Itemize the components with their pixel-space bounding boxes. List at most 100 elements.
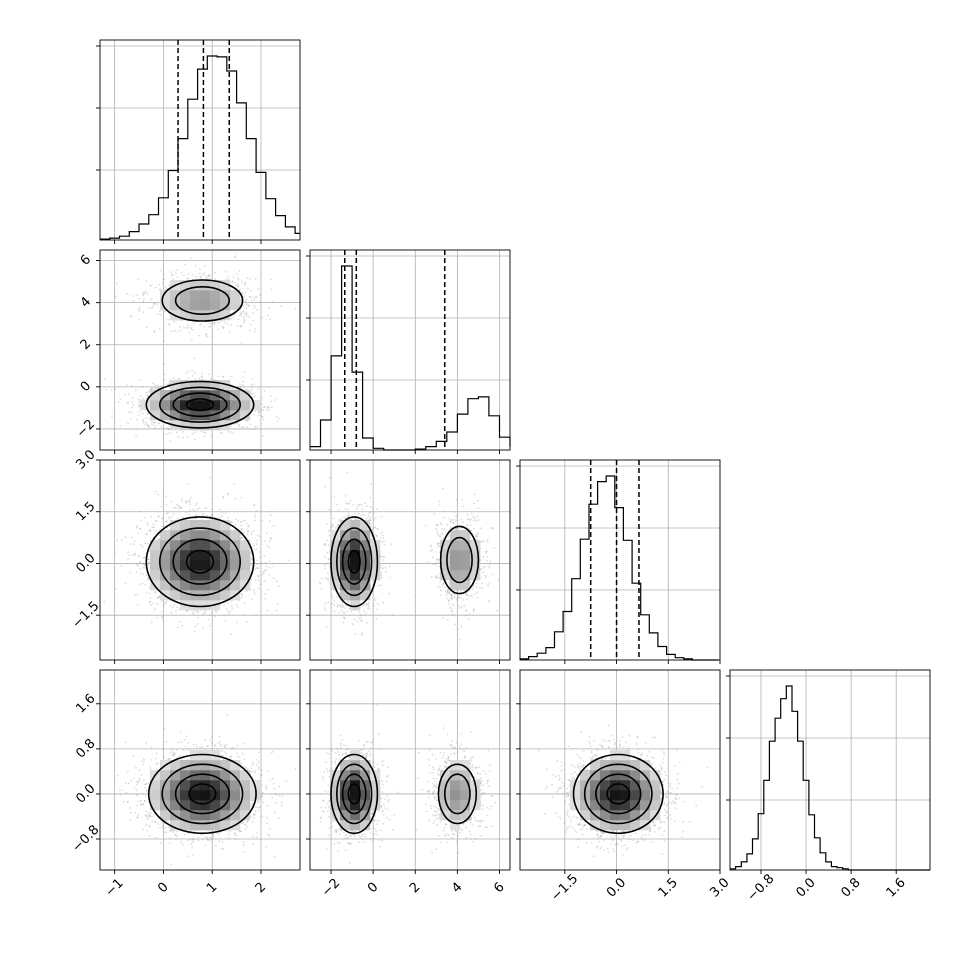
panel-0-point [249,323,252,326]
panel-0-point [250,290,252,293]
panel-0-point [239,311,242,314]
panel-0-point [154,386,157,388]
panel-0-point [208,274,211,277]
panel-2-point [324,563,327,565]
panel-0-point [126,292,128,295]
panel-0-point [230,318,232,320]
panel-1-point [227,492,230,495]
panel-0-point [208,274,211,277]
panel-0-point [119,398,122,401]
panel-1-point [195,502,198,505]
panel-1-point [147,564,150,567]
panel-0-point [217,375,219,378]
panel-0-point [276,420,279,422]
panel-0-point [242,305,245,307]
panel-1-point [253,513,256,516]
panel-0-point [157,313,160,316]
panel-0-point [243,319,246,322]
panel-0-point [251,428,254,430]
panel-1-density-cell [200,580,211,591]
panel-0-point [158,283,161,286]
panel-1-point [240,524,243,527]
panel-1-point [181,497,183,500]
panel-1-point [259,574,262,577]
panel-2-point [487,540,489,543]
panel-0-point [222,326,225,329]
panel-0-point [240,426,243,429]
panel-0-point [245,420,247,422]
panel-0-point [238,314,241,317]
panel-0-point [160,314,163,317]
panel-2-point [382,534,384,537]
panel-1-point [229,610,232,613]
panel-1-point [257,575,260,578]
panel-0-point [253,395,256,398]
panel-0-point [194,378,197,380]
panel-1-point [150,604,152,606]
panel-0-point [270,288,273,291]
panel-0-point [227,431,230,433]
panel-1-point [239,521,242,523]
panel-0-point [142,300,145,303]
panel-0-point [229,431,232,433]
panel-0-point [128,411,130,414]
panel-0-point [130,411,133,414]
panel-0-point [263,389,266,392]
panel-2-point [377,603,379,605]
panel-0-point [147,424,150,427]
panel-1-point [196,508,199,510]
panel-1-point [165,512,168,515]
panel-1-point [261,519,263,522]
panel-0-point [201,273,204,276]
panel-0-point [213,323,216,326]
panel-1-point [189,496,192,499]
panel-1-point [188,509,191,512]
panel-0-density-cell [240,400,251,411]
panel-1-point [263,569,266,572]
panel-1-point [191,611,194,614]
panel-0-point [200,323,202,326]
panel-0-point [146,417,148,419]
panel-0-point [245,281,247,284]
panel-1-point [160,505,163,508]
panel-0-point [234,255,236,258]
panel-0-point [241,292,244,294]
panel-0-point [274,399,277,401]
panel-1-point [161,600,163,603]
panel-0-point [205,333,207,335]
panel-0-point [172,330,175,332]
panel-0-point [266,406,269,408]
panel-0-point [164,379,166,381]
panel-1-point [221,515,223,518]
panel-1-point [145,574,148,577]
panel-1-point [202,626,205,629]
panel-1-density-cell [200,600,211,611]
panel-2-point [356,505,359,508]
panel-1-point [175,610,177,612]
panel-0-point [253,298,256,301]
panel-0-point [244,291,247,294]
panel-0-point [167,432,170,435]
panel-1-point [196,611,199,614]
panel-1-point [202,514,204,517]
panel-1-density-cell [160,530,171,541]
panel-1-point [255,579,257,581]
panel-0-point [208,325,210,328]
panel-0-point [154,424,157,427]
panel-0-point [260,397,263,399]
panel-2-point [344,508,347,510]
panel-1-point [227,602,230,605]
panel-2-point [355,508,358,510]
panel-0-point [269,318,271,321]
panel-1-point [133,543,135,546]
panel-1-point [269,510,272,513]
panel-0-point [193,357,196,360]
panel-0-point [255,309,258,311]
panel-0-point [250,384,253,386]
panel-0-point [185,372,188,374]
panel-1-point [264,593,267,596]
panel-0-point [149,388,152,391]
panel-1-point [269,540,271,542]
panel-0-point [261,416,264,418]
panel-2-point [327,544,330,547]
